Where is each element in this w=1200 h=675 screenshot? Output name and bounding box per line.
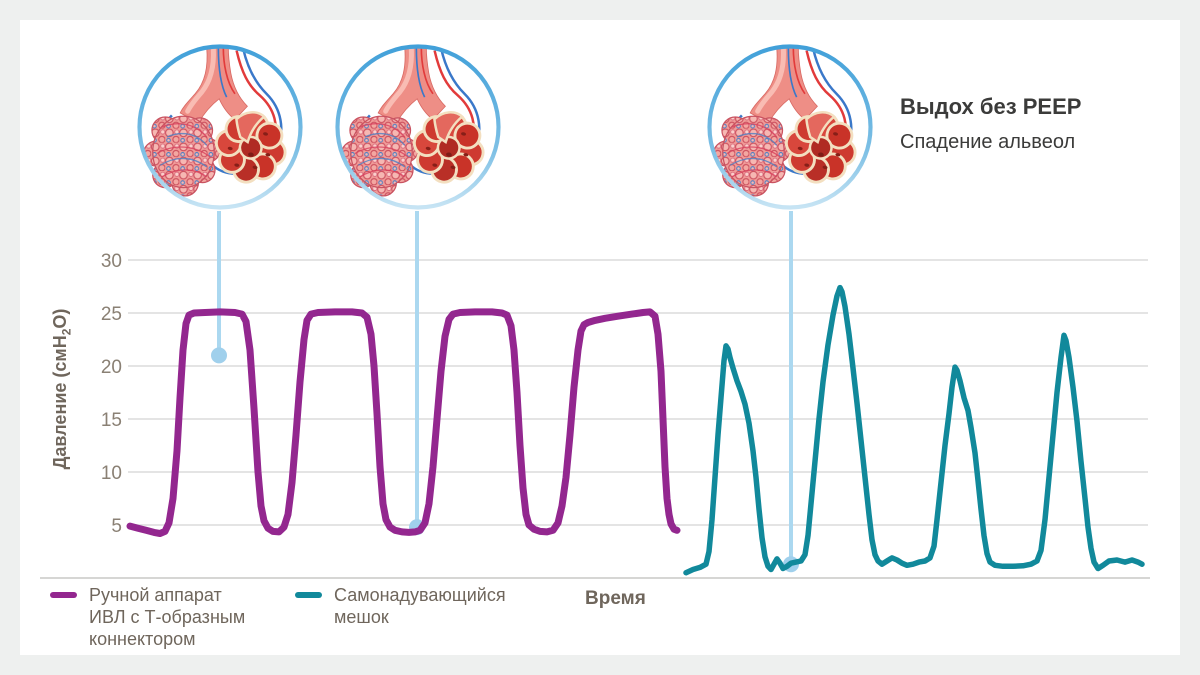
y-tick-label: 20 <box>101 357 122 378</box>
y-tick-label: 15 <box>101 410 122 431</box>
legend-label: Ручной аппарат ИВЛ с Т-образным коннекто… <box>89 585 246 649</box>
series-path <box>683 284 1145 576</box>
legend-item-manual-ventilator: Ручной аппарат ИВЛ с Т-образным коннекто… <box>50 584 245 650</box>
y-axis-title: Давление (смH2O) <box>50 308 74 470</box>
callout-dot <box>211 347 227 364</box>
series-path <box>126 308 681 537</box>
y-tick-label: 25 <box>101 304 122 325</box>
alveoli-illustration-1 <box>137 44 303 210</box>
legend-label: Самонадувающийся мешок <box>334 585 506 627</box>
alveoli-illustration-3 <box>707 44 873 210</box>
y-tick-label: 5 <box>111 516 122 537</box>
annotation-block: Выдох без PEEP Спадение альвеол <box>900 94 1081 154</box>
x-axis-label: Время <box>585 588 646 609</box>
legend-swatch-purple <box>50 592 77 598</box>
legend-item-self-inflating-bag: Самонадувающийся мешок <box>295 584 506 628</box>
annotation-title: Выдох без PEEP <box>900 94 1082 119</box>
y-tick-label: 30 <box>101 251 122 272</box>
annotation-subtitle: Спадение альвеол <box>900 131 1076 153</box>
legend-swatch-teal <box>295 592 322 598</box>
alveoli-illustration-2 <box>335 44 501 210</box>
y-tick-label: 10 <box>101 463 122 484</box>
